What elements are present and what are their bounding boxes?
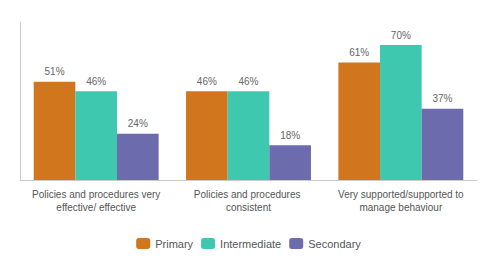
svg-text:46%: 46% — [197, 76, 217, 87]
svg-text:Intermediate: Intermediate — [220, 238, 281, 250]
svg-text:46%: 46% — [86, 76, 106, 87]
svg-text:Very supported/supported to: Very supported/supported to — [338, 189, 464, 200]
svg-text:61%: 61% — [349, 47, 369, 58]
svg-text:46%: 46% — [238, 76, 258, 87]
svg-text:Policies and procedures: Policies and procedures — [194, 189, 304, 200]
svg-text:consistent: consistent — [226, 202, 271, 213]
svg-text:51%: 51% — [45, 66, 65, 77]
svg-text:manage behaviour: manage behaviour — [359, 202, 443, 213]
svg-text:Policies and procedures very: Policies and procedures very — [32, 189, 160, 200]
svg-text:18%: 18% — [280, 130, 300, 141]
svg-text:70%: 70% — [391, 30, 411, 41]
svg-text:Primary: Primary — [155, 238, 193, 250]
svg-text:24%: 24% — [128, 118, 148, 129]
svg-text:effective/ effective: effective/ effective — [56, 202, 136, 213]
svg-text:Secondary: Secondary — [308, 238, 361, 250]
svg-text:37%: 37% — [432, 93, 452, 104]
